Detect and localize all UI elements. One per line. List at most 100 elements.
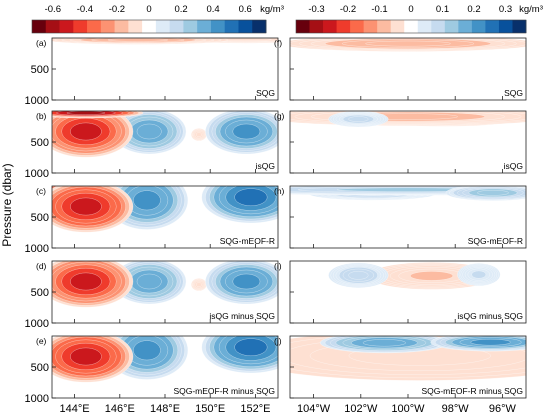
- contour-field: [52, 38, 278, 45]
- panel-d: (d) isQG minus SQG 500 1000: [25, 260, 279, 330]
- panel-letter: (i): [274, 261, 282, 271]
- y-tick-label: 500: [31, 212, 49, 224]
- contour-band: [365, 40, 451, 47]
- colorbar-swatch: [390, 20, 405, 33]
- y-tick-label: 1000: [25, 243, 49, 255]
- contour-band: [136, 123, 162, 140]
- colorbar-tick-label: 0.6: [239, 4, 252, 15]
- colorbar-swatch: [114, 20, 129, 33]
- panel-j: (j) SQG-mEOF-R minus SQG 104°W 102°W 100°W 98…: [274, 335, 527, 415]
- panel-label: isQG: [504, 161, 523, 171]
- y-tick-label: 500: [31, 64, 49, 76]
- colorbar-swatch: [323, 20, 337, 33]
- contour-band: [232, 123, 261, 140]
- colorbar-swatch: [252, 20, 267, 33]
- y-tick-label: 1000: [25, 168, 49, 180]
- panel-letter: (a): [36, 38, 47, 48]
- colorbar-left: -0.6 -0.4 -0.2 0 0.2 0.4 0.6 kg/m³: [31, 4, 284, 34]
- colorbar-tick-label: -0.6: [45, 4, 61, 15]
- colorbar-swatch: [309, 20, 324, 33]
- contour-field: [52, 111, 278, 158]
- contour-band: [70, 122, 102, 141]
- panel-label: SQG-mEOF-R: [220, 236, 275, 246]
- contour-band: [348, 116, 369, 122]
- contour-band: [471, 270, 487, 279]
- colorbar-swatch: [458, 20, 473, 33]
- colorbar-swatch: [59, 20, 74, 33]
- contour-field: [290, 111, 526, 128]
- colorbar-right: -0.3 -0.2 -0.1 0 0.1 0.2 0.3 kg/m³: [295, 4, 543, 34]
- panel-label: isQG minus SQG: [209, 311, 275, 321]
- panel-label: isQG minus SQG: [457, 311, 523, 321]
- contour-band: [470, 338, 511, 346]
- colorbar-swatch: [100, 20, 115, 33]
- contour-band: [477, 189, 509, 196]
- contour-band: [195, 132, 202, 138]
- contour-field: [52, 261, 278, 308]
- x-tick-label: 102°W: [344, 403, 378, 415]
- contour-band: [133, 190, 161, 211]
- colorbar-swatch: [183, 20, 198, 33]
- panel-f: (f) SQG: [274, 37, 527, 101]
- colorbar-swatch: [485, 20, 500, 33]
- colorbar-swatch: [350, 20, 365, 33]
- colorbar-swatch: [404, 20, 419, 33]
- colorbar-swatch: [87, 20, 102, 33]
- colorbar-swatch: [128, 20, 143, 33]
- colorbar-swatch: [169, 20, 184, 33]
- colorbar-tick-label: 0: [146, 4, 151, 15]
- colorbar-swatch: [296, 20, 310, 33]
- colorbar-unit-label: kg/m³: [519, 4, 543, 15]
- contour-band: [107, 38, 169, 42]
- y-tick-label: 1000: [25, 95, 49, 107]
- panel-background: [52, 38, 278, 100]
- x-tick-label: 152°E: [240, 403, 270, 415]
- contour-band: [133, 340, 161, 361]
- contour-field: [290, 38, 526, 52]
- contour-band: [70, 347, 102, 366]
- colorbar-tick-label: 0: [408, 4, 413, 15]
- colorbar-tick-label: 0.2: [174, 4, 187, 15]
- panel-g: (g) isQG: [274, 110, 527, 174]
- colorbar-tick-label: -0.3: [308, 4, 324, 15]
- y-tick-label: 1000: [25, 393, 49, 405]
- colorbar-swatch: [238, 20, 253, 33]
- panel-letter: (e): [36, 336, 47, 346]
- y-tick-label: 1000: [25, 318, 49, 330]
- panel-c: (c) SQG-mEOF-R 500 1000: [25, 185, 279, 255]
- panel-letter: (j): [274, 336, 282, 346]
- panel-label: SQG-mEOF-R minus SQG: [173, 386, 275, 396]
- contour-band: [66, 111, 106, 115]
- x-tick-label: 150°E: [195, 403, 225, 415]
- colorbar-swatch: [498, 20, 513, 33]
- colorbar-swatch: [155, 20, 171, 33]
- contour-field: [52, 186, 278, 233]
- contour-band: [70, 197, 102, 216]
- x-tick-label: 104°W: [297, 403, 331, 415]
- colorbar-swatch: [431, 20, 446, 33]
- colorbar-swatch: [471, 20, 486, 33]
- x-tick-label: 144°E: [60, 403, 90, 415]
- colorbar-frame: [31, 19, 267, 34]
- panel-letter: (b): [36, 111, 47, 121]
- panel-label: SQG: [504, 88, 523, 98]
- x-tick-label: 96°W: [489, 403, 517, 415]
- x-tick-label: 100°W: [391, 403, 425, 415]
- colorbar-swatch: [197, 20, 212, 33]
- colorbar-tick-label: 0.4: [206, 4, 219, 15]
- panel-e: (e) SQG-mEOF-R minus SQG 500 1000 144°E 146°E…: [25, 335, 279, 415]
- panel-h: (h) SQG-mEOF-R: [274, 185, 527, 249]
- panel-label: SQG-mEOF-R minus SQG: [421, 386, 523, 396]
- colorbar-swatch: [73, 20, 88, 33]
- x-tick-label: 146°E: [105, 403, 135, 415]
- panel-letter: (f): [274, 38, 282, 48]
- colorbar-tick-label: 0.2: [467, 4, 480, 15]
- colorbar-frame: [295, 19, 527, 34]
- colorbar-swatch: [377, 20, 392, 33]
- colorbar-swatch: [336, 20, 351, 33]
- colorbar-swatch: [32, 20, 47, 33]
- panel-grid: (a) SQG 500 1000 (b) isQG 500 1000 (c) SQG-mEOF-R…: [25, 37, 527, 415]
- colorbar-swatch: [444, 20, 459, 33]
- contour-band: [234, 338, 268, 357]
